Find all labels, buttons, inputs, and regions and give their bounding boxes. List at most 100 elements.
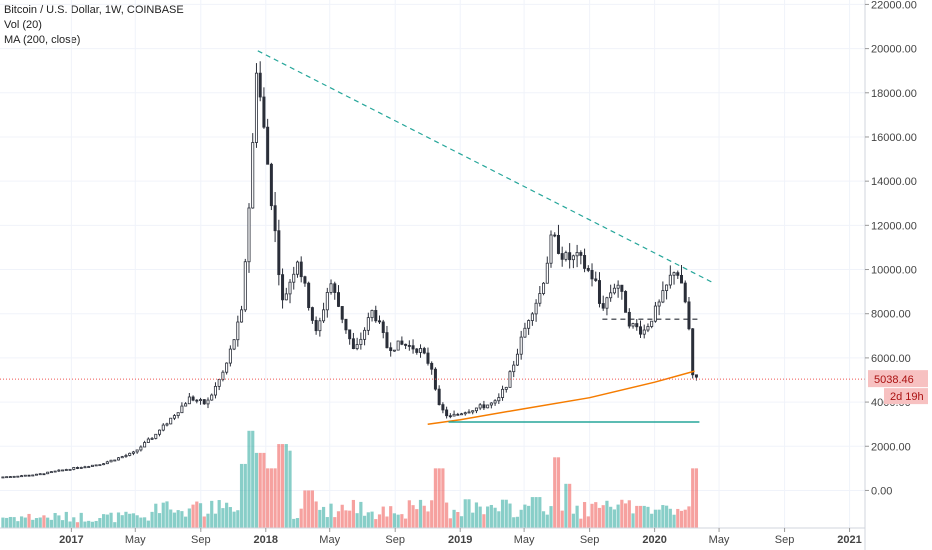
candle-body (38, 473, 42, 476)
volume-bar (221, 508, 225, 528)
candle-body (46, 471, 50, 475)
candle-body (661, 290, 665, 303)
time-tick-label: May (319, 534, 340, 546)
legend-ma[interactable]: MA (200, close) (4, 34, 81, 46)
candle-body (322, 309, 326, 322)
candle-body (415, 348, 419, 353)
candle-body (389, 347, 393, 351)
volume-bar (191, 504, 195, 528)
candle-body (217, 379, 221, 387)
candle-body (307, 282, 311, 308)
volume-bar (433, 468, 438, 528)
candle-body (113, 459, 117, 462)
candle-body (515, 353, 519, 366)
candle-body (586, 268, 590, 271)
candle-body (575, 252, 579, 257)
volume-bar (582, 502, 587, 528)
candle-body (75, 467, 79, 469)
candle-body (269, 163, 273, 207)
volume-bar (258, 452, 262, 528)
volume-bar (146, 520, 150, 528)
volume-bar (527, 505, 531, 528)
volume-bar (661, 505, 665, 528)
candle-body (318, 320, 322, 332)
candle-body (42, 473, 46, 476)
candle-body (668, 274, 672, 286)
volume-bar (486, 506, 490, 528)
volume-bar (404, 518, 408, 528)
price-tick-label: 2000.00 (871, 441, 911, 453)
candle-body (359, 338, 363, 345)
countdown-text: 2d 19h (890, 391, 924, 403)
candle-body (366, 317, 370, 331)
volume-bar (295, 518, 300, 528)
candle-body (694, 374, 698, 378)
volume-bar (198, 503, 203, 528)
candle-body (653, 305, 657, 322)
volume-bar (90, 521, 95, 528)
volume-bar (42, 515, 46, 528)
candle-body (478, 404, 482, 409)
legend-symbol[interactable]: Bitcoin / U.S. Dollar, 1W, COINBASE (4, 4, 184, 16)
candle-body (426, 352, 430, 364)
candle-body (601, 303, 605, 309)
volume-bar (124, 511, 128, 528)
volume-bar (568, 483, 572, 528)
volume-bar (266, 468, 270, 528)
volume-bar (359, 501, 363, 528)
volume-bar (377, 514, 382, 528)
volume-bar (623, 503, 628, 528)
volume-bar (631, 513, 635, 528)
candle-body (527, 320, 531, 329)
ma-200-line (427, 370, 695, 425)
candle-body (530, 313, 534, 321)
volume-bar (627, 500, 631, 528)
volume-bar (38, 517, 42, 528)
candle-body (87, 466, 91, 468)
volume-bar (5, 517, 9, 528)
volume-bar (120, 515, 124, 528)
candle-body (303, 276, 307, 284)
volume-bar (389, 506, 393, 528)
volume-bar (348, 510, 352, 528)
candle-body (8, 476, 12, 478)
volume-bar (407, 500, 411, 528)
candle-body (519, 336, 523, 355)
volume-bar (668, 508, 672, 528)
volume-bar (49, 519, 53, 528)
volume-bar (679, 510, 684, 528)
volume-bar (79, 512, 83, 528)
volume-bar (116, 512, 121, 528)
candle-body (206, 399, 210, 405)
volume-bar (318, 509, 322, 528)
candle-body (27, 474, 31, 477)
volume-bar (19, 516, 24, 528)
volume-bar (75, 522, 80, 528)
time-tick-label: 2020 (642, 534, 666, 546)
volume-bar (57, 515, 61, 528)
candle-body (165, 423, 169, 426)
candle-body (665, 284, 669, 291)
volume-bar (340, 504, 344, 528)
candle-body (590, 269, 594, 280)
volume-bar (549, 506, 553, 528)
candle-body (213, 385, 217, 396)
candle-body (620, 284, 624, 292)
candle-body (445, 409, 449, 417)
volume-bar (396, 514, 400, 528)
price-tick-label: 0.00 (871, 485, 892, 497)
volume-bar (161, 502, 165, 528)
legend-volume[interactable]: Vol (20) (4, 19, 42, 31)
time-tick-label: Sep (775, 534, 795, 546)
volume-bar (94, 520, 98, 528)
candle-body (411, 345, 415, 350)
volume-bar (657, 509, 661, 528)
volume-bar (1, 517, 5, 528)
volume-bar (72, 517, 76, 528)
candle-body (344, 318, 348, 331)
volume-bar (325, 517, 329, 528)
countdown-tag (884, 388, 928, 405)
candle-body (266, 126, 270, 165)
volume-bar (538, 497, 542, 528)
